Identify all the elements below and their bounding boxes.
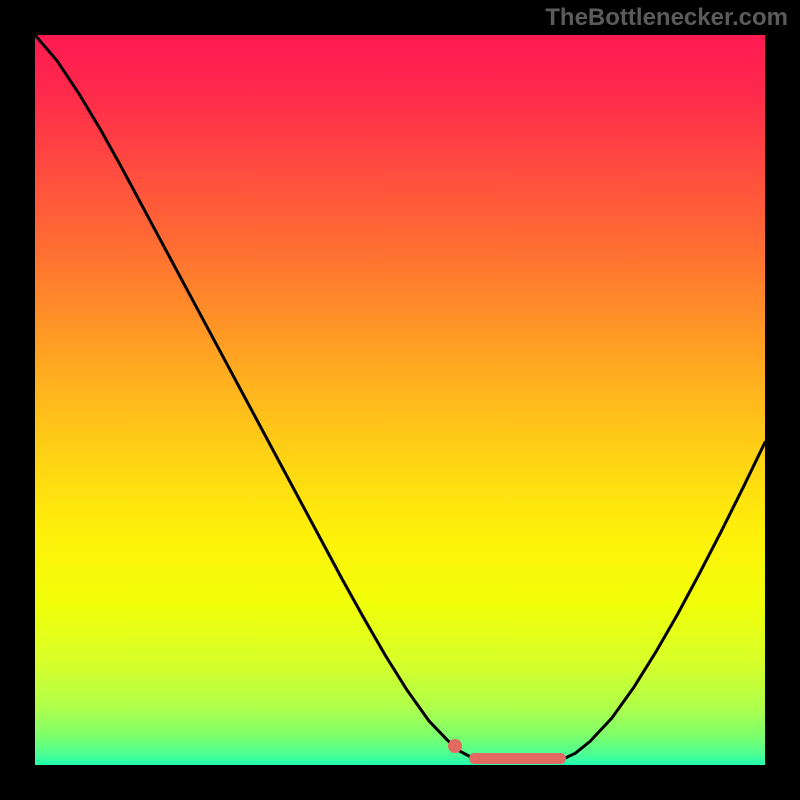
optimal-point-marker <box>448 739 462 753</box>
chart-frame <box>0 0 800 800</box>
watermark-label: TheBottlenecker.com <box>545 4 788 32</box>
heat-gradient-background <box>35 35 765 765</box>
optimal-range-marker <box>469 753 566 764</box>
plot-area <box>35 35 765 765</box>
